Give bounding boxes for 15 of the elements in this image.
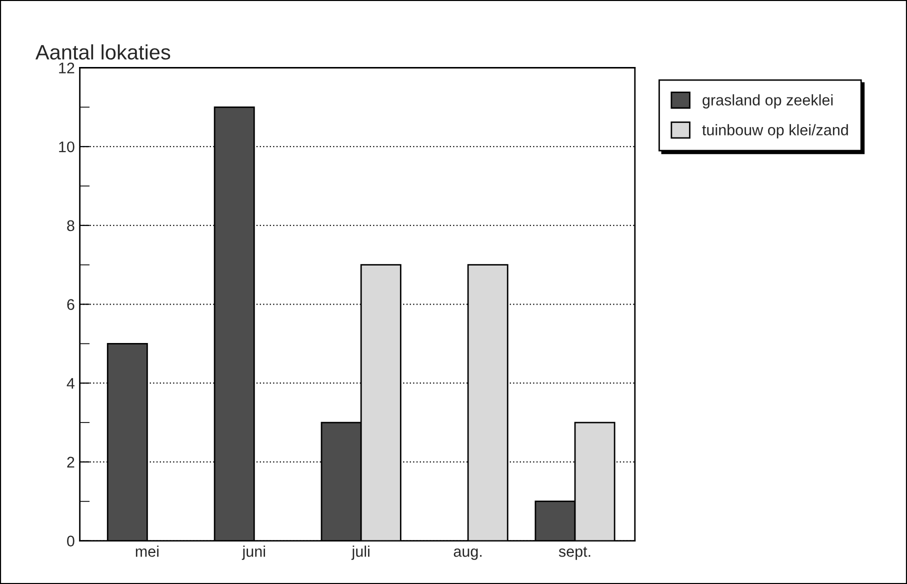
x-tick-label: aug.: [454, 548, 482, 560]
legend-label: grasland op zeeklei: [702, 94, 833, 108]
legend-label: tuinbouw op klei/zand: [702, 124, 848, 138]
x-tick-label: mei: [136, 546, 158, 557]
y-tick-label: 4: [66, 378, 75, 389]
y-tick-label: 0: [67, 536, 74, 546]
x-tick-label: sept.: [558, 546, 590, 560]
y-tick-label: 6: [67, 299, 74, 310]
chart-title: Aantal lokaties: [35, 44, 170, 60]
x-tick-label: juli: [351, 546, 370, 560]
y-tick-label: 8: [67, 220, 74, 232]
y-tick-label: 2: [67, 456, 74, 468]
y-tick-label: 10: [59, 141, 74, 152]
y-tick-label: 12: [59, 62, 74, 74]
x-tick-label: juni: [242, 546, 266, 560]
